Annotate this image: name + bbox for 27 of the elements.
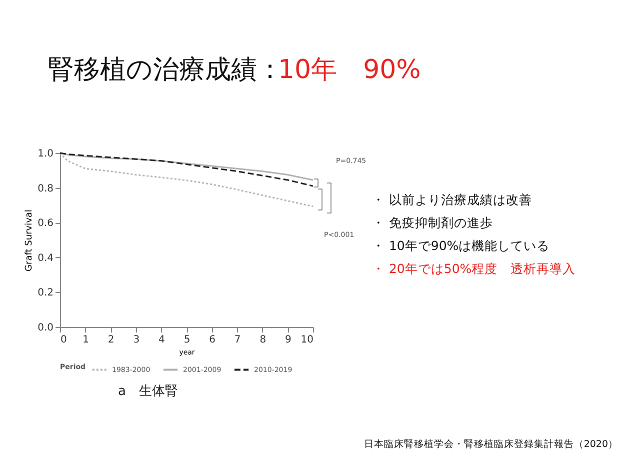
x-tick-label: 10 xyxy=(300,334,314,346)
y-tick-label: 0.0 xyxy=(38,322,54,334)
chart-title: 腎移植の治療成績：10年 90% xyxy=(48,55,421,85)
x-tick-label: 2 xyxy=(108,334,114,346)
text: ・ 以前より治療成績は改善 xyxy=(372,192,532,207)
x-tick-label: 0 xyxy=(60,334,67,346)
y-tick-label: 0.4 xyxy=(38,252,54,264)
text: ・ 20年では50%程度 透析再導入 xyxy=(372,261,576,276)
text: ・ 10年で90%は機能している xyxy=(372,238,550,253)
y-tick-label: 1.0 xyxy=(38,148,54,160)
y-axis-title: Graft Survival xyxy=(24,210,35,272)
line-series xyxy=(59,152,314,208)
x-tick-label: 7 xyxy=(234,334,241,346)
x-tick-label: 4 xyxy=(158,334,165,346)
x-tick-label: 9 xyxy=(285,334,292,346)
x-tick-label: 6 xyxy=(209,334,216,346)
text: 日本臨床腎移植学会・腎移植臨床登録集計報告（2020） xyxy=(364,438,618,450)
x-tick-label: 3 xyxy=(133,334,140,346)
line-series xyxy=(59,152,314,187)
y-tick-label: 0.8 xyxy=(38,183,54,194)
text: a 生体腎 xyxy=(118,384,178,399)
y-tick-label: 0.2 xyxy=(38,288,54,299)
x-tick-label: 1 xyxy=(82,334,89,346)
x-tick-label: 5 xyxy=(184,334,190,346)
text: ・ 免疫抑制剤の進歩 xyxy=(372,215,493,230)
x-tick-label: 8 xyxy=(260,334,266,346)
y-tick-label: 0.6 xyxy=(38,218,54,230)
